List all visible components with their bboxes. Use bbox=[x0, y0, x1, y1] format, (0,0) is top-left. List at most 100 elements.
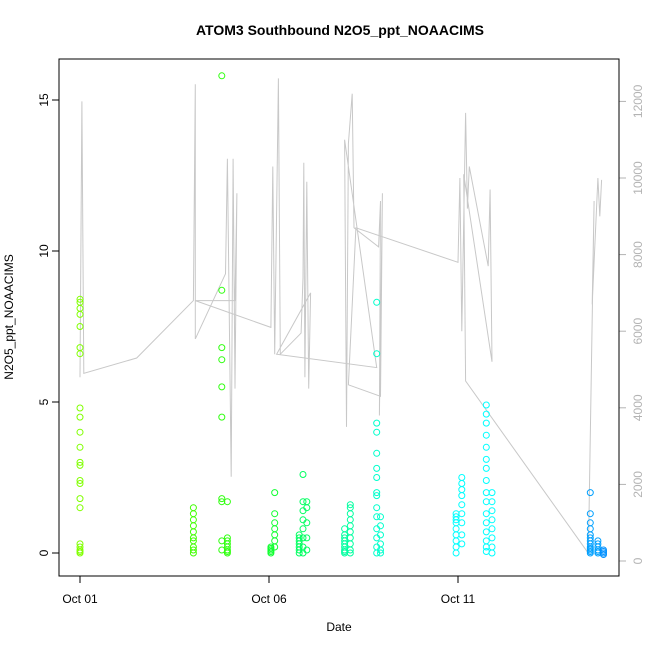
scatter-point bbox=[218, 495, 226, 503]
secondary-series-layer bbox=[79, 78, 603, 555]
scatter-point bbox=[76, 298, 84, 306]
scatter-point bbox=[223, 534, 231, 542]
scatter-point bbox=[271, 510, 279, 518]
scatter-point bbox=[458, 519, 466, 527]
scatter-point bbox=[189, 537, 197, 545]
scatter-point bbox=[303, 546, 311, 554]
scatter-point bbox=[223, 537, 231, 545]
scatter-point bbox=[76, 428, 84, 436]
scatter-point bbox=[76, 458, 84, 466]
scatter-point bbox=[482, 543, 490, 551]
scatter-point bbox=[458, 501, 466, 509]
scatter-point bbox=[218, 356, 226, 364]
scatter-point bbox=[346, 522, 354, 530]
scatter-point bbox=[452, 531, 460, 539]
scatter-point bbox=[586, 489, 594, 497]
scatter-point bbox=[458, 486, 466, 494]
scatter-point bbox=[271, 489, 279, 497]
scatter-point bbox=[482, 410, 490, 418]
scatter-point bbox=[373, 298, 381, 306]
scatter-point bbox=[458, 540, 466, 548]
scatter-point bbox=[271, 531, 279, 539]
scatter-point bbox=[377, 531, 384, 539]
scatter-point bbox=[452, 549, 460, 557]
x-tick-label: Oct 01 bbox=[62, 592, 98, 606]
scatter-point bbox=[482, 431, 490, 439]
scatter-point bbox=[482, 455, 490, 463]
scatter-point bbox=[299, 534, 307, 542]
scatter-point bbox=[586, 534, 594, 542]
scatter-point bbox=[303, 519, 311, 527]
scatter-point bbox=[218, 413, 226, 421]
scatter-point bbox=[482, 537, 490, 545]
axes-layer: 0 5 10 15 0 2000 4000 6000 8000 10000 12000 Oct 01 O… bbox=[37, 84, 645, 606]
scatter-point bbox=[594, 537, 602, 545]
scatter-point bbox=[346, 528, 354, 536]
scatter-point bbox=[452, 537, 460, 545]
scatter-point bbox=[373, 504, 381, 512]
scatter-point bbox=[594, 540, 602, 548]
scatter-point bbox=[377, 513, 384, 521]
scatter-point bbox=[373, 428, 381, 436]
y-axis-label: N2O5_ppt_NOAACIMS bbox=[2, 254, 16, 379]
scatter-point bbox=[346, 504, 354, 512]
scatter-point bbox=[346, 510, 354, 518]
chart-title: ATOM3 Southbound N2O5_ppt_NOAACIMS bbox=[196, 22, 484, 38]
scatter-point bbox=[373, 350, 381, 358]
scatter-point bbox=[218, 344, 226, 352]
scatter-point bbox=[76, 461, 84, 469]
scatter-point bbox=[373, 464, 381, 472]
y2-tick-label: 6000 bbox=[631, 318, 645, 345]
scatter-point bbox=[373, 489, 381, 497]
y2-tick-label: 4000 bbox=[631, 394, 645, 421]
scatter-point bbox=[482, 477, 490, 484]
scatter-point bbox=[482, 443, 490, 451]
scatter-point bbox=[346, 540, 354, 548]
scatter-point bbox=[346, 516, 354, 524]
scatter-point bbox=[377, 540, 384, 548]
scatter-point bbox=[482, 401, 490, 409]
x-tick-label: Oct 06 bbox=[251, 592, 287, 606]
scatter-point bbox=[76, 443, 84, 451]
scatter-point bbox=[189, 546, 197, 554]
scatter-point bbox=[218, 72, 226, 80]
scatter-point bbox=[488, 498, 496, 506]
plot-frame bbox=[58, 58, 620, 577]
scatter-point bbox=[488, 489, 496, 497]
scatter-point bbox=[482, 419, 490, 427]
scatter-point bbox=[295, 534, 303, 542]
scatter-point bbox=[373, 492, 381, 500]
scatter-point bbox=[600, 546, 607, 554]
scatter-point bbox=[299, 498, 307, 506]
scatter-point bbox=[373, 449, 381, 457]
scatter-point bbox=[482, 510, 490, 518]
scatter-point bbox=[586, 519, 594, 527]
y2-tick-label: 8000 bbox=[631, 241, 645, 268]
scatter-point bbox=[218, 286, 226, 294]
scatter-point bbox=[76, 480, 84, 487]
y-tick-label: 10 bbox=[37, 244, 51, 258]
scatter-point bbox=[189, 510, 197, 518]
scatter-point bbox=[458, 492, 466, 500]
scatter-point bbox=[452, 525, 460, 533]
scatter-point bbox=[482, 489, 490, 497]
y2-tick-label: 12000 bbox=[631, 84, 645, 118]
scatter-point bbox=[452, 543, 460, 551]
scatter-point bbox=[377, 549, 384, 557]
scatter-point bbox=[458, 531, 466, 539]
scatter-point bbox=[346, 549, 354, 557]
scatter-point bbox=[488, 516, 496, 524]
scatter-point bbox=[482, 498, 490, 506]
scatter-point bbox=[373, 419, 381, 427]
scatter-point bbox=[223, 498, 231, 506]
scatter-point bbox=[488, 507, 496, 515]
scatter-point bbox=[377, 522, 384, 530]
scatter-point bbox=[346, 534, 354, 542]
scatter-point bbox=[189, 504, 197, 512]
scatter-point bbox=[76, 477, 84, 484]
secondary-series-line bbox=[79, 78, 603, 555]
scatter-point bbox=[458, 510, 466, 518]
x-axis-label: Date bbox=[326, 620, 352, 634]
scatter-point bbox=[373, 513, 381, 521]
